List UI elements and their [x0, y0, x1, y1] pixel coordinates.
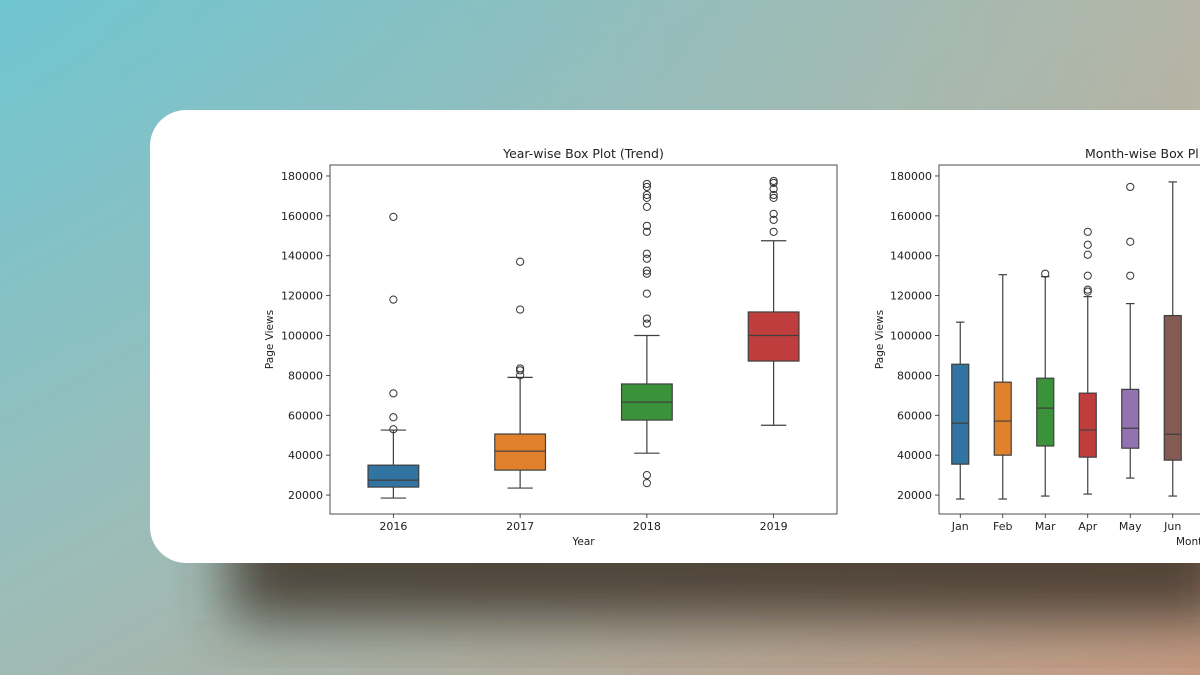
chart-title: Year-wise Box Plot (Trend) — [502, 146, 664, 161]
x-tick-label: Jan — [951, 520, 969, 533]
box — [1078, 392, 1097, 458]
outlier — [642, 193, 651, 203]
outlier — [1083, 271, 1092, 280]
box — [1121, 388, 1140, 449]
y-tick-label: 160000 — [890, 210, 932, 223]
y-tick-label: 40000 — [288, 449, 323, 462]
outlier — [642, 289, 651, 298]
box — [1036, 377, 1055, 447]
box — [951, 363, 970, 465]
y-tick-label: 20000 — [897, 489, 932, 502]
plot-frame — [329, 164, 838, 515]
y-tick-label: 120000 — [890, 290, 932, 303]
outlier — [1126, 271, 1135, 280]
outlier — [769, 178, 778, 188]
outlier — [516, 257, 525, 266]
x-tick-label: 2018 — [633, 520, 661, 533]
outlier — [642, 314, 651, 323]
box — [747, 311, 800, 362]
outlier — [642, 179, 651, 189]
outlier — [389, 295, 398, 304]
y-axis-label: Page Views — [264, 310, 276, 369]
y-tick-label: 80000 — [897, 369, 932, 382]
box — [367, 464, 420, 488]
y-tick-label: 100000 — [281, 330, 323, 343]
outlier — [642, 190, 651, 200]
outlier — [1083, 250, 1092, 259]
outlier — [642, 478, 651, 488]
outlier — [1126, 182, 1135, 192]
y-tick-label: 180000 — [281, 170, 323, 183]
outlier — [642, 249, 651, 258]
y-axis-label: Page Views — [874, 310, 886, 369]
x-tick-label: May — [1119, 520, 1142, 533]
y-tick-label: 20000 — [288, 489, 323, 502]
x-tick-label: 2016 — [379, 520, 407, 533]
outlier — [642, 254, 651, 263]
outlier — [1041, 269, 1050, 278]
outlier — [642, 221, 651, 230]
outlier — [389, 389, 398, 398]
x-tick-label: 2017 — [506, 520, 534, 533]
outlier — [642, 266, 651, 275]
outlier — [1083, 285, 1092, 294]
x-tick-label: Feb — [993, 520, 1012, 533]
y-tick-label: 140000 — [890, 250, 932, 263]
outlier — [1083, 287, 1092, 296]
y-tick-label: 120000 — [281, 290, 323, 303]
outlier — [642, 269, 651, 278]
outlier — [389, 425, 398, 434]
box — [993, 381, 1012, 456]
outlier — [642, 471, 651, 480]
plot-frame — [938, 164, 1200, 515]
y-tick-label: 180000 — [890, 170, 932, 183]
outlier — [516, 366, 525, 375]
x-axis-label: Year — [571, 536, 595, 548]
y-tick-label: 160000 — [281, 210, 323, 223]
y-tick-label: 60000 — [288, 409, 323, 422]
outlier — [642, 182, 651, 192]
outlier — [1083, 227, 1092, 236]
charts: Year-wise Box Plot (Trend) Year Page Views… — [264, 146, 1200, 548]
outlier — [516, 305, 525, 314]
outlier — [642, 319, 651, 328]
outlier — [516, 364, 525, 373]
y-tick-label: 100000 — [890, 330, 932, 343]
x-tick-label: 2019 — [760, 520, 788, 533]
outlier — [769, 209, 778, 218]
outlier — [769, 184, 778, 194]
y-tick-label: 60000 — [897, 409, 932, 422]
outlier — [389, 212, 398, 221]
box — [1163, 314, 1182, 461]
x-axis-label: Mont — [1176, 536, 1200, 548]
y-tick-label: 140000 — [281, 250, 323, 263]
outlier — [642, 227, 651, 236]
chart: Year-wise Box Plot (Trend) Year Page Views… — [264, 146, 838, 548]
outlier — [769, 190, 778, 200]
x-tick-label: Mar — [1035, 520, 1056, 533]
x-tick-label: Apr — [1078, 520, 1098, 533]
outlier — [769, 227, 778, 236]
chart-title: Month-wise Box Pl — [1085, 146, 1199, 161]
card — [150, 110, 1200, 563]
outlier — [389, 413, 398, 422]
chart: Month-wise Box Pl Mont Page Views 20000 4000… — [874, 146, 1200, 548]
box — [494, 433, 547, 471]
outlier — [769, 176, 778, 186]
outlier — [1126, 237, 1135, 246]
outlier — [642, 202, 651, 211]
y-tick-label: 80000 — [288, 369, 323, 382]
outlier — [1083, 240, 1092, 249]
outlier — [769, 215, 778, 224]
outlier — [769, 193, 778, 203]
y-tick-label: 40000 — [897, 449, 932, 462]
x-tick-label: Jun — [1163, 520, 1181, 533]
